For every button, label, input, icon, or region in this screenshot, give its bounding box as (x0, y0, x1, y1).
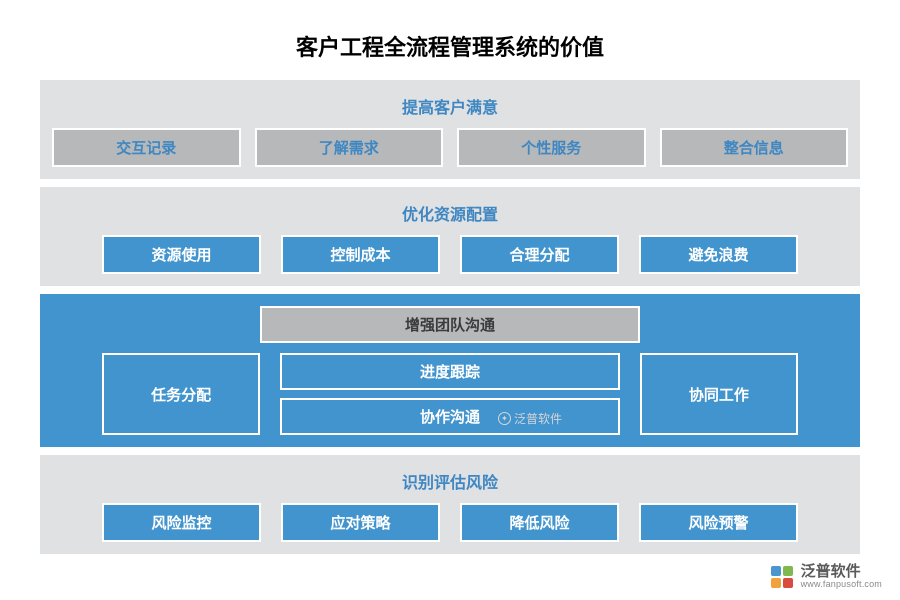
section-header: 优化资源配置 (52, 195, 848, 235)
section-row: 交互记录 了解需求 个性服务 整合信息 (52, 128, 848, 167)
value-cell: 个性服务 (457, 128, 646, 167)
value-cell: 控制成本 (281, 235, 440, 274)
section-header: 识别评估风险 (52, 463, 848, 503)
value-cell: 合理分配 (460, 235, 619, 274)
section-body: 任务分配 进度跟踪 协作沟通 协同工作 (52, 353, 848, 435)
value-cell: 避免浪费 (639, 235, 798, 274)
value-cell-right: 协同工作 (640, 353, 798, 435)
section-row: 风险监控 应对策略 降低风险 风险预警 (52, 503, 848, 542)
value-cell: 协作沟通 (280, 398, 619, 435)
section-risk-identification: 识别评估风险 风险监控 应对策略 降低风险 风险预警 (40, 455, 860, 554)
section-header: 增强团队沟通 (260, 306, 640, 343)
value-cell: 风险预警 (639, 503, 798, 542)
value-cell: 交互记录 (52, 128, 241, 167)
page-title: 客户工程全流程管理系统的价值 (0, 0, 900, 80)
section-team-communication: 增强团队沟通 任务分配 进度跟踪 协作沟通 协同工作 (40, 294, 860, 447)
brand-name-cn: 泛普软件 (801, 564, 882, 581)
brand-url: www.fanpusoft.com (801, 580, 882, 590)
value-cell: 资源使用 (102, 235, 261, 274)
brand-logo: 泛普软件 www.fanpusoft.com (769, 564, 882, 590)
section-customer-satisfaction: 提高客户满意 交互记录 了解需求 个性服务 整合信息 (40, 80, 860, 179)
value-cell: 整合信息 (660, 128, 849, 167)
value-cell: 应对策略 (281, 503, 440, 542)
value-cell: 降低风险 (460, 503, 619, 542)
brand-mark-icon (769, 564, 795, 590)
brand-text: 泛普软件 www.fanpusoft.com (801, 564, 882, 590)
section-header: 提高客户满意 (52, 88, 848, 128)
value-cell-middle-group: 进度跟踪 协作沟通 (280, 353, 619, 435)
value-cell: 了解需求 (255, 128, 444, 167)
value-cell-left: 任务分配 (102, 353, 260, 435)
section-resource-optimization: 优化资源配置 资源使用 控制成本 合理分配 避免浪费 (40, 187, 860, 286)
section-row: 资源使用 控制成本 合理分配 避免浪费 (52, 235, 848, 274)
value-cell: 风险监控 (102, 503, 261, 542)
value-cell: 进度跟踪 (280, 353, 619, 390)
